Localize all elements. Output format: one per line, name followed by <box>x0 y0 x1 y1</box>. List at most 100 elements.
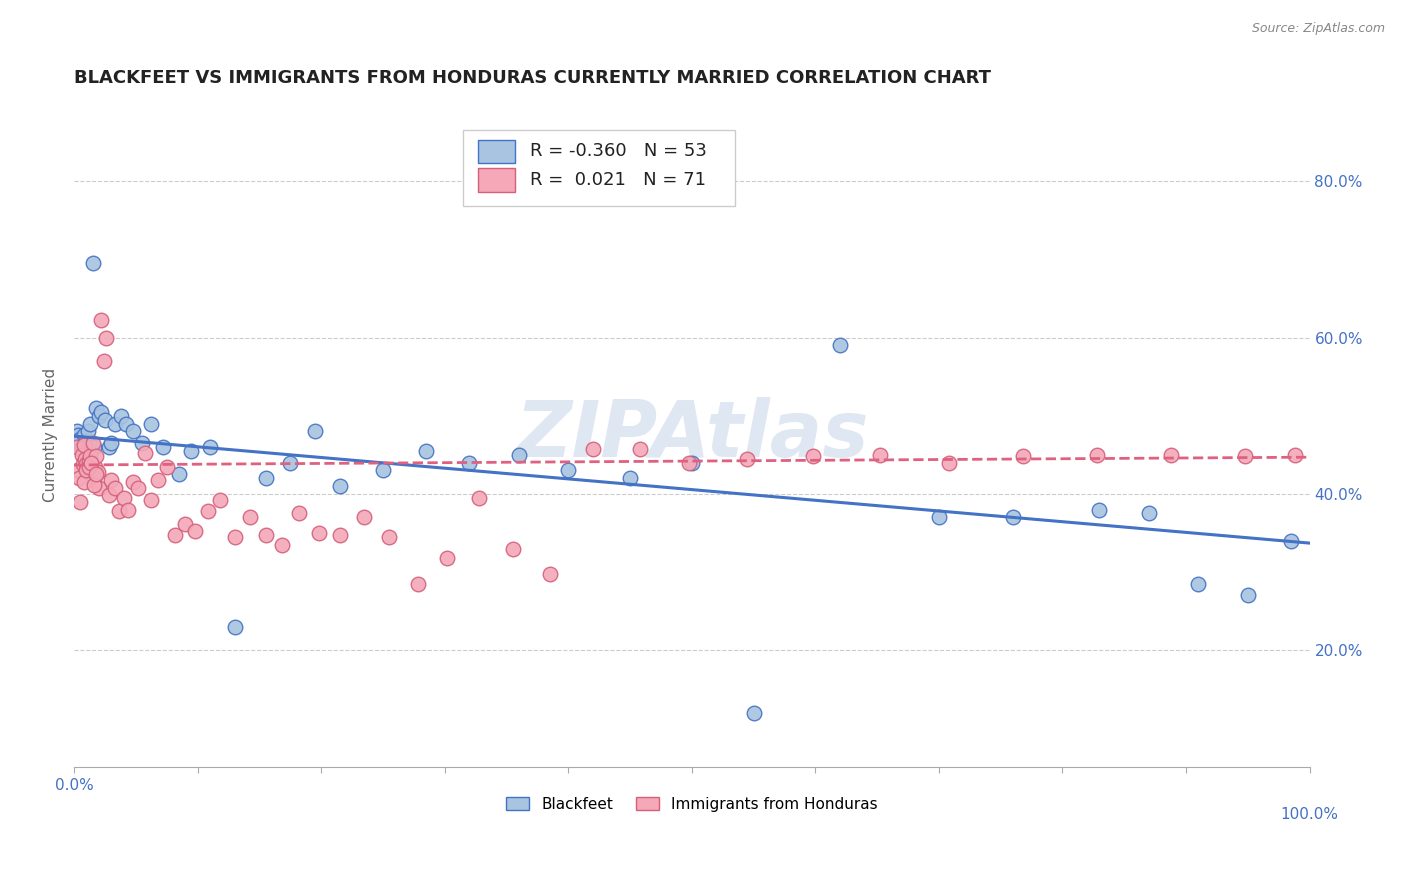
FancyBboxPatch shape <box>478 139 515 163</box>
Point <box>110 409 132 423</box>
Point <box>628 442 651 456</box>
Point <box>1236 589 1258 603</box>
Point <box>104 417 127 431</box>
Point <box>82 256 104 270</box>
Point <box>97 440 120 454</box>
Point <box>1234 450 1257 464</box>
Point <box>100 436 122 450</box>
Point <box>127 481 149 495</box>
Point <box>93 354 115 368</box>
Text: Source: ZipAtlas.com: Source: ZipAtlas.com <box>1251 22 1385 36</box>
Point <box>122 425 145 439</box>
Y-axis label: Currently Married: Currently Married <box>44 368 58 502</box>
Point <box>304 425 326 439</box>
Point <box>156 459 179 474</box>
Point <box>97 488 120 502</box>
Point <box>288 507 311 521</box>
Point <box>180 444 202 458</box>
Point <box>174 516 197 531</box>
Text: BLACKFEET VS IMMIGRANTS FROM HONDURAS CURRENTLY MARRIED CORRELATION CHART: BLACKFEET VS IMMIGRANTS FROM HONDURAS CU… <box>75 69 991 87</box>
Point <box>198 440 221 454</box>
Point <box>538 566 561 581</box>
Point <box>82 436 104 450</box>
Point <box>72 444 94 458</box>
Point <box>80 444 103 458</box>
Point <box>1012 450 1035 464</box>
Point <box>152 440 174 454</box>
Point <box>77 459 100 474</box>
Legend: Blackfeet, Immigrants from Honduras: Blackfeet, Immigrants from Honduras <box>498 789 886 820</box>
Point <box>254 527 277 541</box>
Point <box>84 459 107 474</box>
Point <box>65 425 87 439</box>
Point <box>122 475 145 490</box>
Point <box>468 491 491 505</box>
Text: R = -0.360   N = 53: R = -0.360 N = 53 <box>530 143 707 161</box>
Point <box>415 444 437 458</box>
Point <box>928 510 950 524</box>
Point <box>86 467 108 482</box>
Point <box>80 463 103 477</box>
Point <box>238 510 260 524</box>
Point <box>65 440 87 454</box>
Point <box>1284 448 1306 462</box>
Point <box>83 440 105 454</box>
Point <box>678 456 700 470</box>
Point <box>801 450 824 464</box>
Point <box>557 463 579 477</box>
Point <box>436 550 458 565</box>
Point <box>1001 510 1024 524</box>
Point <box>502 541 524 556</box>
Point <box>76 465 98 479</box>
Point <box>67 471 90 485</box>
Point <box>80 456 103 470</box>
Point <box>70 448 93 462</box>
Point <box>582 442 605 456</box>
Point <box>83 477 105 491</box>
Point <box>96 331 118 345</box>
Point <box>86 465 108 479</box>
Point <box>73 438 96 452</box>
Point <box>107 504 129 518</box>
Point <box>278 456 301 470</box>
Point <box>94 413 117 427</box>
Point <box>378 530 401 544</box>
Point <box>406 576 429 591</box>
Point <box>75 440 97 454</box>
Point <box>100 473 122 487</box>
Point <box>353 510 375 524</box>
Point <box>742 706 765 720</box>
Point <box>115 417 138 431</box>
Point <box>167 467 190 482</box>
Point <box>70 440 93 454</box>
Point <box>67 436 90 450</box>
Point <box>1088 502 1111 516</box>
Point <box>224 530 246 544</box>
Point <box>458 456 481 470</box>
Point <box>76 425 98 439</box>
Point <box>131 436 153 450</box>
FancyBboxPatch shape <box>478 168 515 192</box>
Point <box>208 493 231 508</box>
Point <box>86 450 108 464</box>
Point <box>184 524 207 539</box>
Point <box>73 428 96 442</box>
Point <box>73 475 96 490</box>
Point <box>87 409 110 423</box>
Point <box>869 448 891 462</box>
Point <box>197 504 219 518</box>
Text: ZIPAtlas: ZIPAtlas <box>515 397 869 474</box>
Point <box>79 417 101 431</box>
Point <box>1137 507 1160 521</box>
Point <box>90 313 112 327</box>
Point <box>77 438 100 452</box>
Point <box>938 456 960 470</box>
Point <box>371 463 394 477</box>
Point <box>75 457 97 471</box>
Point <box>224 620 246 634</box>
Point <box>329 527 352 541</box>
Point <box>75 451 97 466</box>
Point <box>86 401 108 415</box>
Text: R =  0.021   N = 71: R = 0.021 N = 71 <box>530 171 706 189</box>
Point <box>134 446 156 460</box>
